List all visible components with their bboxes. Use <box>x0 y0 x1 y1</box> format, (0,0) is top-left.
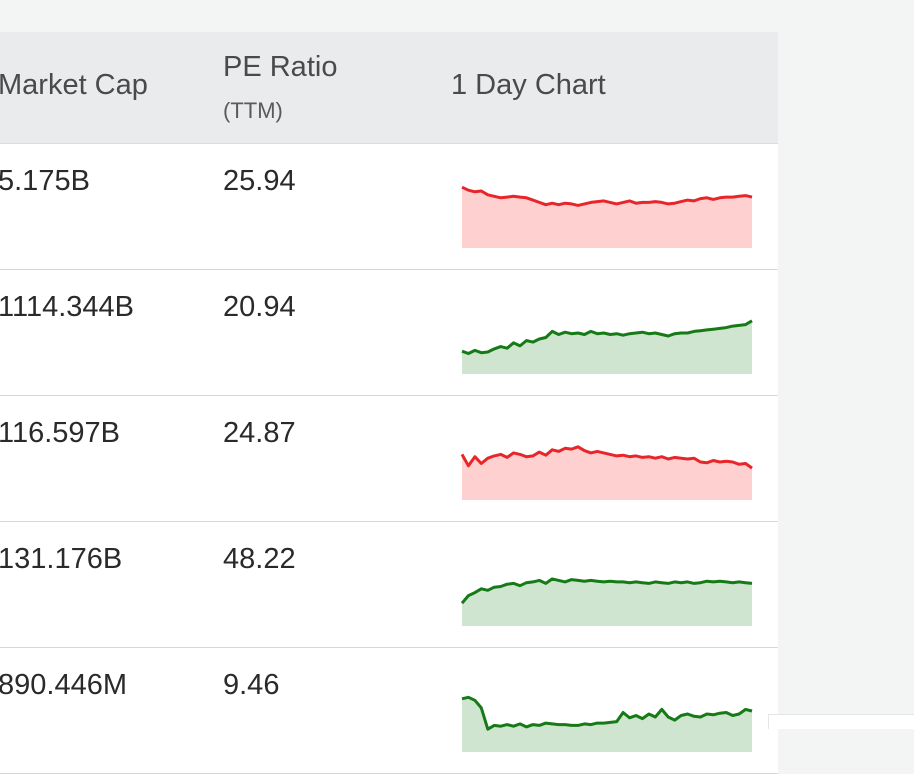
chart-area <box>462 446 752 500</box>
chart-line <box>461 695 753 731</box>
corner-panel <box>768 714 914 729</box>
one-day-chart <box>461 319 753 374</box>
stock-table: Market Cap PE Ratio (TTM) 1 Day Chart 5.… <box>0 32 778 774</box>
pe-ratio-value: 25.94 <box>223 165 296 197</box>
pe-ratio-value: 24.87 <box>223 417 296 449</box>
one-day-chart <box>461 695 753 752</box>
market-cap-value: 5.175B <box>0 165 90 197</box>
chart-line <box>460 445 753 470</box>
chart-line <box>460 577 753 605</box>
pe-ratio-value: 20.94 <box>223 291 296 323</box>
table-row[interactable]: 1114.344B 20.94 <box>0 270 778 396</box>
one-day-chart <box>461 185 753 248</box>
one-day-chart <box>460 445 753 500</box>
table-row[interactable]: 5.175B 25.94 <box>0 144 778 270</box>
chart-line <box>461 185 753 207</box>
table-header: Market Cap PE Ratio (TTM) 1 Day Chart <box>0 32 778 144</box>
pe-ratio-value: 9.46 <box>223 669 280 701</box>
table-row[interactable]: 116.597B 24.87 <box>0 396 778 522</box>
market-cap-header[interactable]: Market Cap <box>0 69 148 101</box>
one-day-chart-header: 1 Day Chart <box>451 69 606 101</box>
chart-area <box>462 578 752 626</box>
pe-ratio-header[interactable]: PE Ratio <box>223 51 338 83</box>
chart-line <box>461 319 753 355</box>
market-cap-value: 131.176B <box>0 543 123 575</box>
market-cap-value: 116.597B <box>0 417 121 449</box>
market-cap-value: 1114.344B <box>0 291 134 323</box>
pe-ratio-value: 48.22 <box>223 543 296 575</box>
one-day-chart <box>460 577 753 626</box>
pe-ratio-subheader: (TTM) <box>223 98 283 123</box>
table-row[interactable]: 890.446M 9.46 <box>0 648 778 774</box>
market-cap-value: 890.446M <box>0 669 127 701</box>
table-row[interactable]: 131.176B 48.22 <box>0 522 778 648</box>
